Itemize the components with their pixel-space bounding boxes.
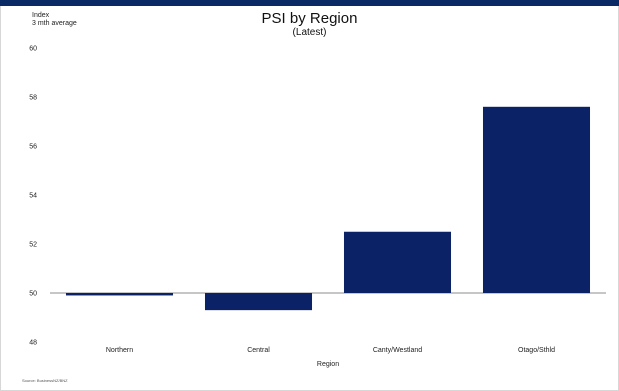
y-axis-sublabel: 3 mth average (32, 20, 77, 27)
bar-central (204, 293, 313, 311)
y-tick-label: 48 (29, 340, 37, 347)
top-band (0, 0, 619, 6)
x-tick-label: Northern (106, 347, 133, 354)
y-tick-label: 52 (29, 242, 37, 249)
y-tick-label: 54 (29, 193, 37, 200)
x-tick-label: Canty/Westland (373, 347, 422, 354)
y-tick-label: 50 (29, 291, 37, 298)
chart-title: PSI by Region (261, 10, 358, 27)
source-note: Source: BusinessNZ/BNZ (22, 378, 68, 383)
y-tick-label: 56 (29, 144, 37, 151)
chart-subtitle: (Latest) (292, 27, 327, 38)
x-axis-label: Region (317, 361, 339, 368)
y-tick-label: 60 (29, 46, 37, 53)
bar-canty-westland (343, 231, 452, 293)
x-tick-label: Otago/Sthld (518, 347, 555, 354)
y-axis-label: Index (32, 12, 50, 19)
y-tick-label: 58 (29, 95, 37, 102)
x-tick-label: Central (247, 347, 270, 354)
bar-otago-sthld (482, 106, 591, 293)
bar-northern (65, 293, 174, 296)
